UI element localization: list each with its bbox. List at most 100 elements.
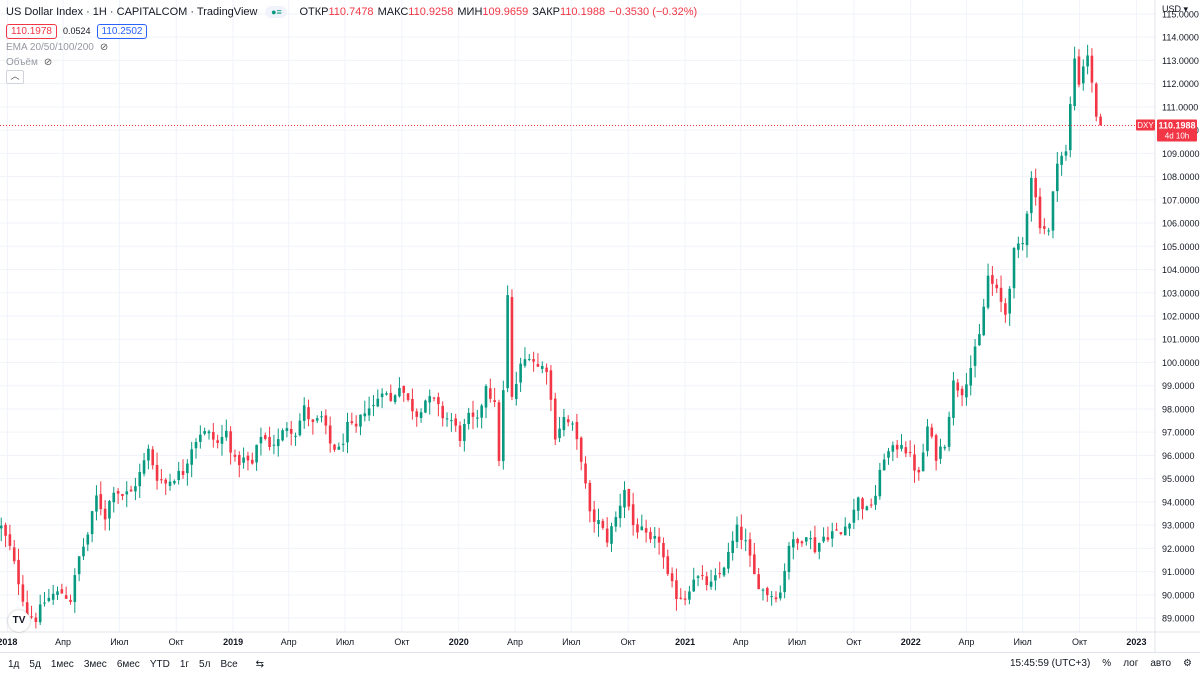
ohlc-value: 110.9258 — [408, 6, 454, 18]
candle-body — [320, 416, 323, 418]
candle-body — [471, 412, 475, 417]
buy-price-button[interactable]: 110.2502 — [96, 23, 148, 39]
candle-body — [73, 575, 77, 603]
percent-toggle[interactable]: % — [1102, 658, 1112, 669]
candle-body — [255, 444, 258, 463]
candle-body — [748, 539, 752, 556]
price-axis[interactable]: 89.0000 90.0000 91.0000 92.0000 93.0000 94.00… — [1154, 0, 1200, 652]
candle-body — [956, 382, 960, 391]
timeframe-button[interactable]: YTD — [149, 659, 170, 670]
candle-body — [991, 275, 994, 284]
candle-body — [1056, 163, 1059, 192]
candle-body — [714, 575, 717, 581]
candle-body — [237, 455, 241, 466]
price-change: −0.3530 (−0.32%) — [609, 6, 698, 18]
candle-body — [454, 418, 457, 426]
price-tick-label: 90.0000 — [1162, 590, 1195, 600]
candle-body — [519, 363, 522, 383]
candle-body — [809, 538, 812, 540]
timeframe-button[interactable]: 1г — [179, 659, 190, 670]
candle-body — [692, 579, 696, 592]
candle-body — [861, 498, 864, 510]
candle-body — [657, 536, 661, 543]
time-tick-label: Апр — [958, 637, 974, 647]
chart-canvas[interactable]: 89.0000 90.0000 91.0000 92.0000 93.0000 94.00… — [0, 0, 1200, 652]
eye-hidden-icon[interactable]: ⊘ — [99, 42, 109, 53]
currency-selector[interactable]: USD ▾ — [1162, 4, 1189, 14]
timeframe-button[interactable]: Все — [220, 659, 238, 670]
candle-body — [8, 534, 12, 546]
time-tick-label: Окт — [621, 637, 636, 647]
collapse-legend-button[interactable]: ︿ — [6, 70, 24, 84]
price-tick-label: 95.0000 — [1162, 474, 1195, 484]
log-toggle[interactable]: лог — [1123, 658, 1139, 669]
symbol-title[interactable]: US Dollar Index · 1H · CAPITALCOM · Trad… — [6, 6, 258, 18]
candle-body — [1073, 58, 1076, 106]
candle-body — [804, 537, 808, 542]
clock-time[interactable]: 15:45:59 (UTC+3) — [1009, 658, 1091, 669]
candle-body — [558, 428, 561, 439]
date-range-icon[interactable]: ⇆ — [255, 659, 265, 670]
candle-body — [1034, 177, 1037, 198]
market-status-icon[interactable]: ●≡ — [265, 6, 288, 18]
spread-value: 0.0524 — [62, 26, 91, 36]
candle-body — [926, 426, 929, 452]
price-tag-value: 110.1988 — [1158, 120, 1195, 130]
candle-body — [285, 428, 289, 431]
timeframe-button[interactable]: 1мес — [50, 659, 74, 670]
candle-body — [575, 421, 579, 440]
symbol-legend: US Dollar Index · 1H · CAPITALCOM · Trad… — [6, 4, 697, 70]
price-tick-label: 101.0000 — [1162, 335, 1200, 345]
timeframe-button[interactable]: 5л — [199, 659, 211, 670]
candle-body — [727, 551, 730, 569]
candle-body — [1038, 196, 1042, 229]
price-tick-label: 89.0000 — [1162, 614, 1195, 624]
candle-body — [380, 393, 384, 398]
candle-body — [913, 454, 916, 471]
timeframe-button[interactable]: 5д — [29, 659, 41, 670]
candle-body — [467, 412, 470, 425]
tradingview-logo-icon[interactable]: TV — [8, 610, 30, 632]
candle-body — [164, 479, 168, 484]
candle-body — [138, 472, 142, 487]
ohlc-values: ОТКР110.7478 МАКС110.9258 МИН109.9659 ЗАКР1… — [295, 6, 605, 18]
candle-body — [584, 463, 587, 484]
candle-body — [298, 420, 302, 436]
candle-body — [982, 306, 986, 336]
candle-body — [592, 509, 596, 522]
candle-body — [51, 593, 55, 600]
timeframe-button[interactable]: 6мес — [116, 659, 140, 670]
time-tick-label: 2019 — [223, 637, 243, 647]
time-tick-label: Апр — [55, 637, 71, 647]
candle-body — [272, 444, 276, 446]
candle-body — [705, 576, 709, 586]
candle-body — [194, 442, 198, 449]
candle-body — [753, 554, 756, 575]
settings-gear-icon[interactable]: ⚙ — [1183, 658, 1192, 669]
candle-body — [618, 505, 622, 519]
auto-toggle[interactable]: авто — [1150, 658, 1172, 669]
timeframe-button[interactable]: 3мес — [83, 659, 107, 670]
candle-body — [510, 296, 514, 397]
sell-price-button[interactable]: 110.1978 — [6, 23, 57, 39]
candle-body — [432, 397, 436, 399]
time-axis[interactable]: 2018 Апр Июл Окт 2019 Апр Июл Окт 2020 Апр Июл Окт 2… — [0, 631, 1200, 647]
indicator-ema[interactable]: EMA 20/50/100/200 ⊘ — [6, 40, 697, 55]
eye-hidden-icon[interactable]: ⊘ — [43, 57, 53, 68]
indicator-volume[interactable]: Объём ⊘ — [6, 55, 697, 70]
candle-body — [1077, 56, 1081, 85]
candle-body — [281, 430, 284, 441]
candle-body — [199, 434, 202, 442]
timeframe-button[interactable]: 1д — [8, 659, 20, 670]
candle-body — [986, 275, 990, 308]
candle-body — [411, 398, 414, 412]
candle-body — [1008, 288, 1011, 314]
candle-body — [1060, 155, 1063, 165]
candle-body — [363, 413, 367, 417]
candle-body — [376, 398, 380, 407]
candle-body — [636, 524, 639, 533]
candle-body — [77, 556, 81, 575]
candle-body — [891, 445, 895, 452]
candle-body — [125, 491, 129, 495]
candle-body — [908, 452, 912, 454]
